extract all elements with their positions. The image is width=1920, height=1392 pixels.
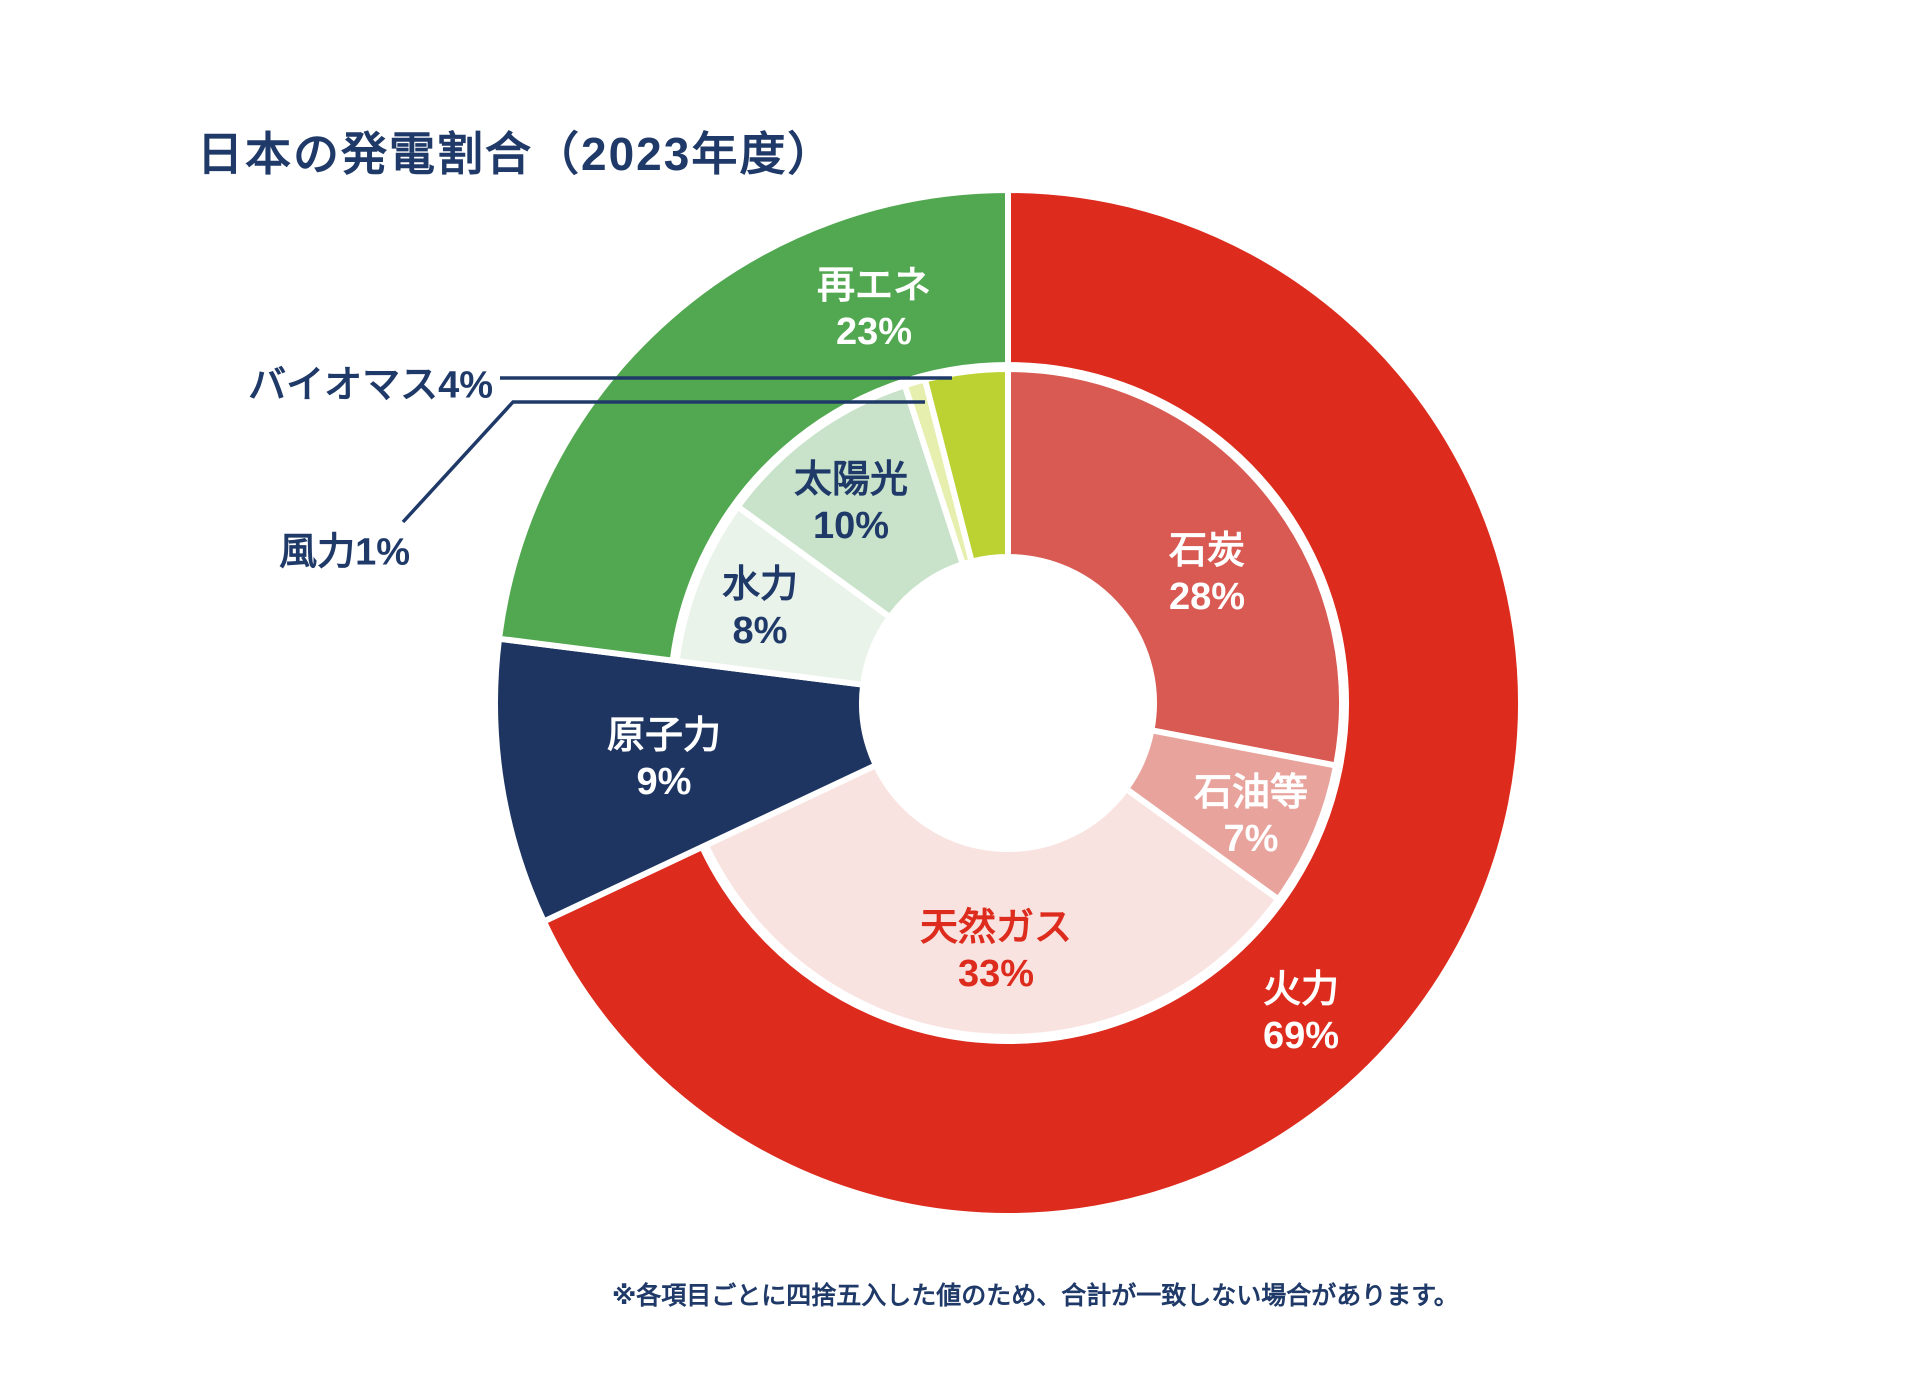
label-oil: 石油等 7%	[1194, 770, 1308, 862]
slice-gas	[702, 762, 1282, 1040]
slice-nuclear	[492, 635, 879, 925]
slice-biomass	[921, 366, 1011, 565]
label-coal-name: 石炭	[1168, 530, 1245, 572]
label-thermal: 火力 69%	[1263, 967, 1339, 1059]
donut-slices	[492, 187, 1524, 1219]
label-hydro-name: 水力	[721, 564, 799, 606]
rounding-footnote: ※各項目ごとに四捨五入した値のため、合計が一致しない場合があります。	[612, 1282, 1459, 1310]
page-title: 日本の発電割合（2023年度）	[197, 128, 836, 180]
label-solar: 太陽光 10%	[794, 457, 908, 549]
callout-leader-lines	[401, 376, 952, 524]
slice-thermal	[540, 187, 1524, 1219]
label-solar-name: 太陽光	[793, 459, 909, 501]
label-renewable-pct: 23%	[835, 311, 913, 353]
label-gas: 天然ガス 33%	[920, 905, 1072, 997]
label-nuclear-pct: 9%	[636, 761, 692, 803]
label-hydro-pct: 8%	[732, 610, 788, 652]
slice-coal	[1005, 366, 1345, 769]
label-renewable: 再エネ 23%	[817, 263, 931, 355]
wind-leader-line	[401, 400, 925, 524]
label-solar-pct: 10%	[812, 505, 890, 547]
label-coal-pct: 28%	[1168, 576, 1246, 618]
label-nuclear-name: 原子力	[606, 715, 722, 757]
label-oil-pct: 7%	[1223, 818, 1279, 860]
label-thermal-pct: 69%	[1262, 1015, 1340, 1057]
label-thermal-name: 火力	[1262, 969, 1339, 1011]
label-nuclear: 原子力 9%	[607, 713, 721, 805]
label-oil-name: 石油等	[1193, 772, 1309, 814]
slice-renewable	[496, 187, 1011, 664]
label-gas-name: 天然ガス	[919, 907, 1073, 949]
label-hydro: 水力 8%	[722, 562, 798, 654]
biomass-callout-label: バイオマス4%	[248, 364, 493, 407]
label-renewable-name: 再エネ	[816, 265, 932, 307]
label-coal: 石炭 28%	[1169, 528, 1245, 620]
label-gas-pct: 33%	[957, 953, 1035, 995]
wind-callout-label: 風力1%	[279, 531, 410, 574]
